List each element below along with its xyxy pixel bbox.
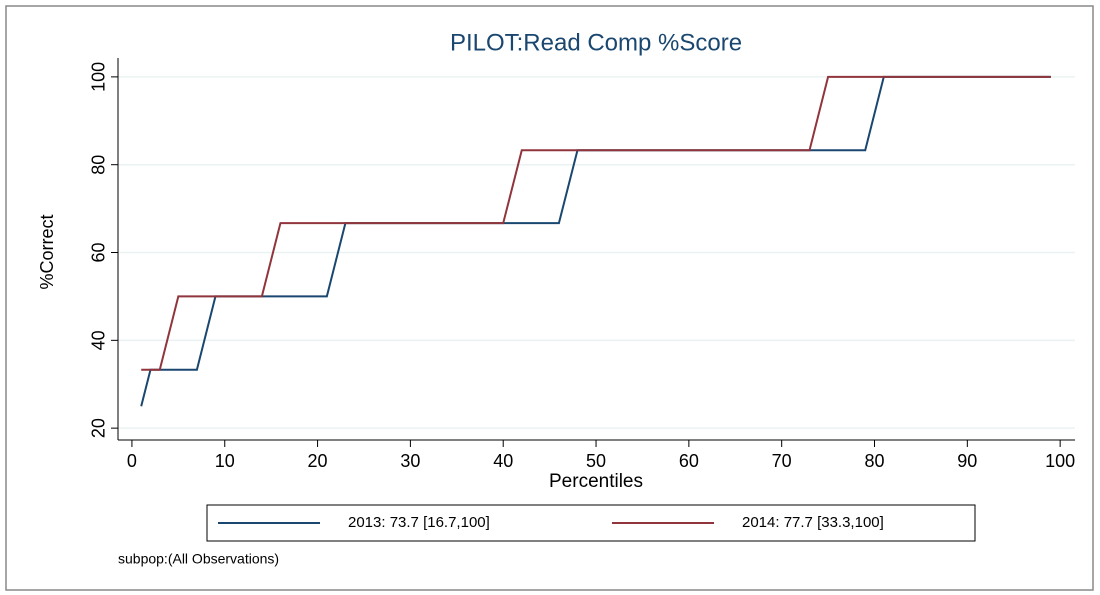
x-tick-label: 10: [215, 451, 235, 471]
x-tick-label: 20: [308, 451, 328, 471]
y-tick-label: 60: [89, 242, 109, 262]
x-axis-label: Percentiles: [549, 471, 643, 492]
y-tick-label: 20: [89, 418, 109, 438]
y-axis-label: %Correct: [37, 214, 57, 289]
note: subpop:(All Observations): [118, 551, 279, 567]
x-tick-label: 40: [493, 451, 513, 471]
y-tick-label: 40: [89, 330, 109, 350]
x-tick-label: 70: [772, 451, 792, 471]
legend-label: 2013: 73.7 [16.7,100]: [348, 514, 490, 531]
y-tick-label: 100: [89, 62, 109, 92]
x-tick-label: 50: [586, 451, 606, 471]
frame: [5, 5, 1094, 591]
x-tick-label: 90: [957, 451, 977, 471]
x-tick-label: 80: [864, 451, 884, 471]
line: [141, 75, 1051, 371]
x-tick-label: 60: [679, 451, 699, 471]
legend-label: 2014: 77.7 [33.3,100]: [742, 514, 884, 531]
y-tick-label: 80: [89, 155, 109, 175]
x-tick-label: 100: [1045, 451, 1075, 471]
legend-box: [206, 504, 976, 542]
chart-title: PILOT:Read Comp %Score: [450, 29, 742, 56]
x-tick-label: 0: [127, 451, 137, 471]
x-tick-label: 30: [400, 451, 420, 471]
